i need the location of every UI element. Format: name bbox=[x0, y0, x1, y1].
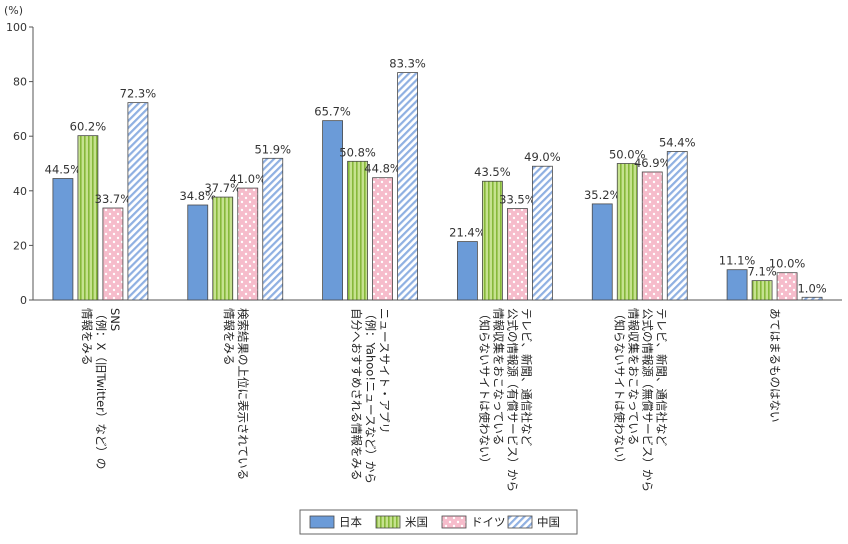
category-label: （例：Yahoo!ニュースなど）から bbox=[364, 308, 378, 484]
category-label: 情報をみる bbox=[80, 308, 94, 366]
bar bbox=[751, 280, 773, 301]
data-label: 60.2% bbox=[70, 120, 107, 134]
y-tick-label: 0 bbox=[20, 294, 27, 307]
data-label: 46.9% bbox=[634, 156, 671, 170]
bar bbox=[187, 204, 209, 301]
data-label: 33.7% bbox=[95, 192, 132, 206]
bar bbox=[457, 241, 478, 301]
bar bbox=[237, 187, 259, 301]
legend-label: 日本 bbox=[339, 515, 362, 529]
category-label: 検索結果の上位に表示されている bbox=[236, 308, 250, 480]
bar bbox=[666, 151, 688, 301]
bar bbox=[482, 180, 503, 301]
category-label: 自分へおすすめされる情報をみる bbox=[350, 308, 364, 481]
category-label: 公式の情報源（無償サービス）から bbox=[640, 308, 654, 492]
bar bbox=[77, 135, 99, 301]
bar bbox=[801, 296, 823, 301]
bar bbox=[212, 196, 234, 301]
bar bbox=[322, 120, 343, 301]
data-label: 49.0% bbox=[524, 150, 561, 164]
data-label: 65.7% bbox=[314, 105, 351, 119]
legend-swatch bbox=[375, 515, 401, 529]
legend: 日本 米国 ドイツ 中国 bbox=[299, 509, 578, 535]
y-tick-label: 60 bbox=[13, 130, 27, 143]
category-label: （知らないサイトは使わない） bbox=[612, 308, 626, 469]
category-label: あてはまるものはない bbox=[768, 308, 782, 423]
category-label: 情報をみる bbox=[222, 308, 236, 366]
category-label: 情報収集をおこなっている bbox=[626, 308, 640, 445]
legend-swatch bbox=[309, 515, 335, 529]
bar bbox=[127, 102, 149, 301]
data-label: 7.1% bbox=[747, 265, 776, 279]
bar bbox=[641, 171, 663, 301]
y-tick-label: 80 bbox=[13, 76, 27, 89]
bar bbox=[776, 272, 798, 301]
category-label: 情報収集をおこなっている bbox=[491, 308, 505, 445]
bar bbox=[616, 163, 638, 301]
data-label: 34.8% bbox=[179, 189, 216, 203]
category-label: テレビ、新聞、通信社など bbox=[519, 308, 533, 446]
data-label: 41.0% bbox=[229, 172, 266, 186]
legend-label: ドイツ bbox=[471, 515, 506, 529]
bar bbox=[52, 178, 74, 301]
data-label: 54.4% bbox=[659, 135, 696, 149]
y-tick-label: 100 bbox=[6, 21, 27, 34]
data-label: 10.0% bbox=[769, 257, 806, 271]
data-label: 50.0% bbox=[609, 148, 646, 162]
data-label: 37.7% bbox=[204, 181, 241, 195]
data-label: 11.1% bbox=[719, 254, 756, 268]
data-label: 44.8% bbox=[364, 162, 401, 176]
bar bbox=[262, 157, 284, 301]
bar bbox=[507, 208, 528, 301]
axes: (%) 0 20 40 60 80 100 bbox=[4, 4, 842, 307]
y-tick-label: 40 bbox=[13, 185, 27, 198]
y-tick-label: 20 bbox=[13, 239, 27, 252]
category-label: （知らないサイトは使わない） bbox=[477, 308, 491, 469]
category-label: ニュースサイト・アプリ bbox=[378, 308, 392, 434]
data-label: 44.5% bbox=[45, 163, 82, 177]
y-unit-label: (%) bbox=[4, 4, 23, 17]
legend-label: 中国 bbox=[537, 515, 560, 529]
bar bbox=[372, 177, 393, 301]
data-label: 1.0% bbox=[797, 281, 826, 295]
category-label: SNS bbox=[108, 308, 122, 331]
bar bbox=[102, 207, 124, 301]
data-label: 83.3% bbox=[389, 57, 426, 71]
data-label: 33.5% bbox=[499, 193, 536, 207]
data-label: 21.4% bbox=[449, 226, 486, 240]
bar bbox=[532, 165, 553, 301]
legend-swatch bbox=[507, 515, 533, 529]
legend-swatch bbox=[441, 515, 467, 529]
bar bbox=[591, 203, 613, 301]
bar bbox=[397, 72, 418, 301]
data-label: 72.3% bbox=[120, 87, 157, 101]
category-label: テレビ、新聞、通信社など bbox=[654, 308, 668, 446]
data-label: 43.5% bbox=[474, 165, 511, 179]
data-label: 35.2% bbox=[584, 188, 621, 202]
data-label: 50.8% bbox=[339, 145, 376, 159]
bars: 44.5% 60.2% 33.7% 72.3% 34.8%37.7%41.0% 51.9%… bbox=[45, 57, 827, 301]
category-label: （例：X（旧Twitter）など）の bbox=[94, 308, 108, 469]
bar bbox=[726, 269, 748, 301]
bar bbox=[347, 160, 368, 301]
data-label: 51.9% bbox=[254, 142, 291, 156]
category-label: 公式の情報源（有償サービス）から bbox=[505, 308, 519, 492]
legend-label: 米国 bbox=[405, 515, 428, 529]
